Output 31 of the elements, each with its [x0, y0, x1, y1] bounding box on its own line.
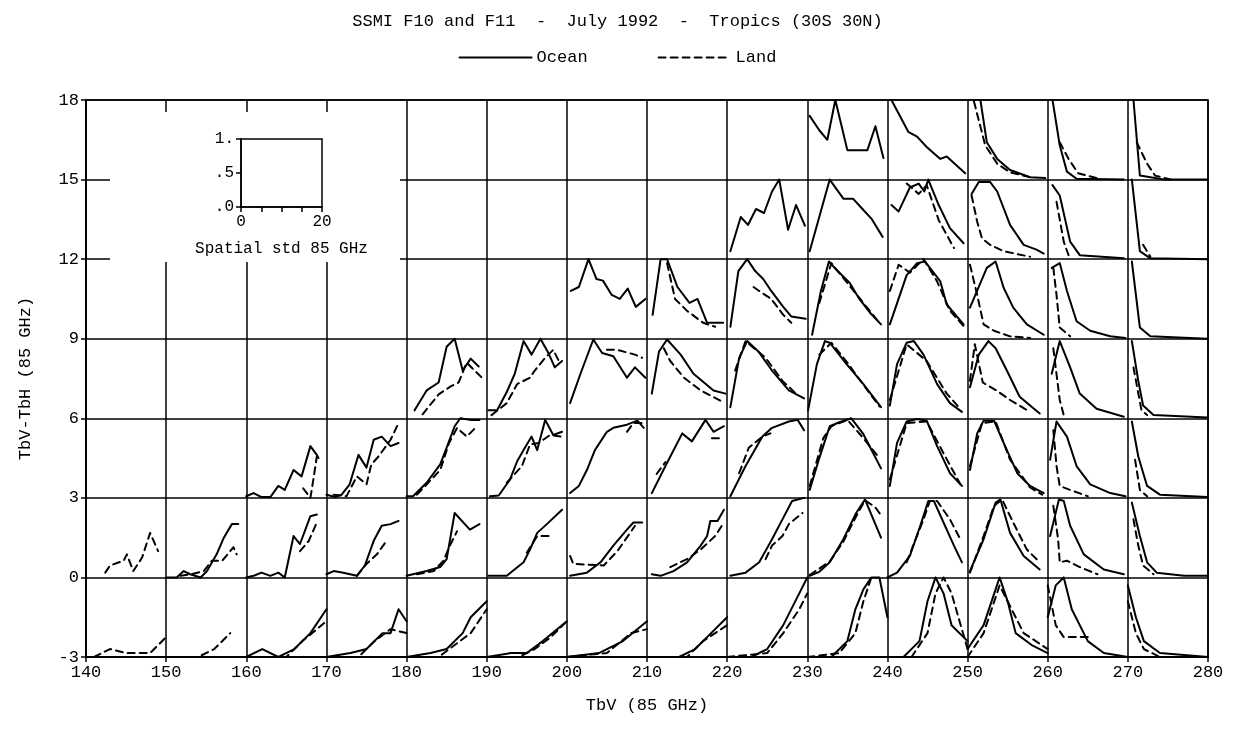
x-tick-label: 150 — [150, 663, 182, 682]
x-tick-label: 190 — [471, 663, 503, 682]
x-tick-label: 180 — [391, 663, 422, 682]
x-tick-label: 230 — [791, 663, 823, 682]
y-tick-label: 18 — [58, 90, 79, 110]
y-tick-label: .5 — [214, 164, 234, 182]
x-tick-label: 280 — [1192, 663, 1224, 682]
y-tick-label: 0 — [68, 567, 79, 587]
x-tick-label: 260 — [1032, 663, 1064, 682]
x-tick-label: 170 — [311, 663, 342, 682]
y-tick-label: 12 — [58, 249, 79, 269]
y-tick-label: 15 — [58, 170, 79, 190]
y-tick-label: 6 — [68, 408, 79, 428]
x-tick-label: 240 — [872, 663, 903, 682]
chart-title: SSMI F10 and F11 - July 1992 - Tropics (30S 30N) — [352, 12, 883, 31]
y-tick-label: 3 — [68, 488, 79, 508]
y-tick-label: .0 — [214, 198, 234, 216]
x-tick-label: 250 — [952, 663, 983, 682]
x-axis-title: TbV (85 GHz) — [585, 696, 709, 715]
x-tick-label: 200 — [551, 663, 583, 682]
x-tick-label: 220 — [711, 663, 743, 682]
x-tick-label: 270 — [1112, 663, 1144, 682]
x-tick-label: 20 — [312, 213, 332, 231]
y-tick-label: 9 — [68, 329, 79, 349]
x-tick-label: 210 — [631, 663, 663, 682]
legend-label: Land — [735, 48, 777, 67]
y-tick-label: 1. — [214, 130, 234, 148]
y-axis-title: TbV-TbH (85 GHz) — [16, 296, 35, 461]
x-tick-label: 160 — [230, 663, 262, 682]
legend-label: Ocean — [536, 48, 588, 67]
x-axis-title: Spatial std 85 GHz — [195, 240, 368, 258]
